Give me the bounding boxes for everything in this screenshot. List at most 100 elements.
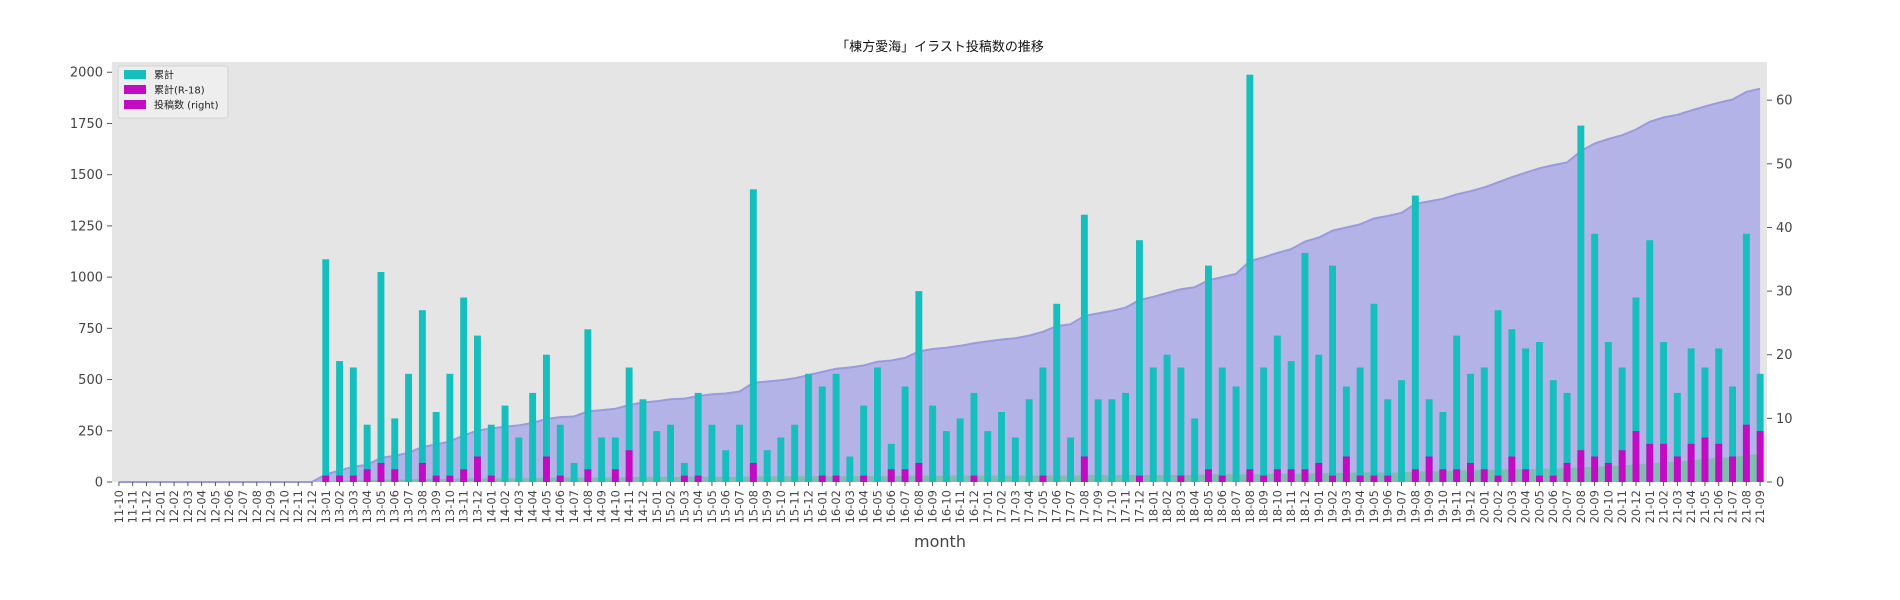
x-tick-label: 15-03 [677,490,691,523]
x-tick-label: 17-06 [1050,490,1064,523]
x-tick-label: 21-06 [1712,490,1726,523]
r18-bar [749,462,757,482]
total-bar [1439,412,1447,482]
x-tick-label: 14-12 [636,490,650,523]
r18-bar [584,469,592,482]
r18-bar [1646,443,1654,482]
total-bar [1025,399,1033,482]
x-tick-label: 13-07 [402,490,416,523]
total-bar [1425,399,1433,482]
y2-tick-label: 20 [1776,348,1793,363]
total-bar [515,437,523,482]
total-bar [942,431,950,482]
r18-bar [391,469,399,482]
total-bar [1218,367,1226,482]
x-tick-label: 12-01 [153,490,167,523]
r18-bar [1453,469,1461,482]
total-bar [749,189,757,483]
total-bar [901,386,909,482]
r18-bar [1136,475,1143,482]
x-tick-label: 13-03 [346,490,360,523]
y-tick-label: 500 [78,373,103,388]
total-bar [1563,392,1571,482]
total-bar [1122,392,1130,482]
x-tick-label: 20-05 [1532,490,1546,523]
r18-bar [432,475,440,482]
y2-tick-label: 10 [1776,412,1793,427]
r18-bar [1480,469,1488,482]
r18-bar [1370,475,1378,482]
total-bar [336,361,343,482]
total-bar [763,450,771,482]
r18-bar [1604,462,1612,482]
total-bar [363,424,371,482]
total-bar [349,367,357,482]
x-tick-label: 16-03 [843,490,857,523]
x-tick-label: 18-06 [1215,490,1229,523]
x-tick-label: 16-02 [829,490,843,523]
total-bar [1315,354,1323,482]
total-bar [598,437,606,482]
total-bar [1342,386,1350,482]
r18-bar [1660,443,1667,482]
y-tick-label: 1250 [70,219,103,234]
total-bar [777,437,785,482]
x-tick-label: 18-01 [1146,490,1160,523]
x-tick-label: 20-09 [1588,490,1602,523]
total-bar [1080,214,1088,482]
r18-bar [901,469,909,482]
r18-bar [1218,475,1226,482]
x-tick-label: 18-07 [1229,490,1243,523]
total-bar [1687,348,1695,482]
x-tick-label: 14-05 [539,490,553,523]
r18-bar [460,469,468,482]
total-bar [377,272,385,482]
x-tick-label: 18-03 [1174,490,1188,523]
r18-bar [1342,456,1350,482]
total-bar [874,367,881,482]
x-tick-label: 17-07 [1064,490,1078,523]
total-bar [1177,367,1185,482]
x-tick-label: 12-11 [291,490,305,523]
r18-bar [860,475,868,482]
x-tick-label: 13-08 [415,490,429,523]
r18-bar [1673,456,1681,482]
x-tick-label: 20-02 [1491,490,1505,523]
x-tick-label: 20-07 [1560,490,1574,523]
total-bar [832,373,840,482]
r18-bar [1756,431,1764,482]
bars [322,74,1764,483]
total-bar [653,431,661,482]
x-tick-label: 15-12 [801,490,815,523]
total-bar [1191,418,1199,482]
total-bar [1480,367,1488,482]
total-bar [1453,335,1461,482]
total-bar [1729,386,1736,482]
x-tick-label: 16-09 [926,490,940,523]
total-bar [570,462,578,482]
total-bar [460,297,468,482]
y2-tick-label: 30 [1776,285,1793,300]
r18-bar [1039,475,1047,482]
total-bar [1108,399,1116,482]
total-bar [501,405,509,482]
total-bar [391,418,399,482]
r18-bar [363,469,371,482]
r18-bar [1549,475,1557,482]
r18-bar [1467,462,1474,482]
x-tick-label: 12-02 [167,490,181,523]
x-tick-label: 15-10 [774,490,788,523]
r18-bar [818,475,826,482]
r18-bar [446,475,454,482]
total-bar [1149,367,1157,482]
total-bar [1163,354,1171,482]
total-bar [1701,367,1709,482]
total-bar [405,373,412,482]
x-tick-label: 16-01 [815,490,829,523]
x-tick-label: 13-04 [360,490,374,523]
total-bar [1494,310,1502,482]
r18-bar [1329,475,1336,482]
x-tick-label: 21-03 [1670,490,1684,523]
